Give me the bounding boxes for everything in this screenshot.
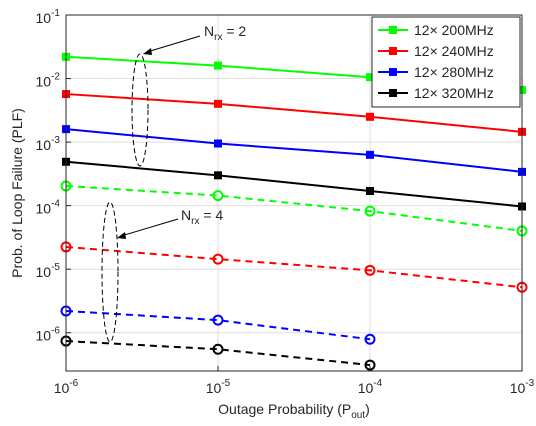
marker — [366, 73, 374, 82]
marker — [212, 314, 224, 326]
marker — [214, 139, 222, 148]
tick-label: 10-5 — [36, 262, 61, 280]
annotation-suffix: = 4 — [199, 207, 223, 223]
marker — [364, 205, 376, 217]
tick-exponent: -3 — [51, 135, 60, 146]
legend-marker — [389, 26, 397, 34]
marker — [214, 61, 222, 70]
x-label-subscript: out — [351, 410, 365, 421]
tick-exponent: -4 — [51, 199, 60, 210]
legend-label: 12× 280MHz — [414, 64, 494, 80]
tick-base: 10 — [36, 137, 52, 153]
marker — [366, 150, 374, 159]
tick-exponent: -2 — [51, 72, 60, 83]
legend-marker — [389, 68, 397, 76]
series-line — [65, 93, 523, 133]
annotation-subscript: rx — [214, 32, 222, 43]
lines — [60, 52, 528, 371]
x-label-text: Outage Probability (P — [218, 401, 351, 417]
arrow — [146, 35, 201, 53]
series-line — [65, 340, 371, 367]
arrow — [120, 218, 179, 237]
annotation: Nrx = 4 — [181, 207, 223, 227]
marker — [366, 112, 374, 121]
legend-marker — [389, 47, 397, 55]
tick-exponent: -4 — [373, 378, 382, 389]
y-axis-label: Prob. of Loop Failure (PLF) — [9, 108, 25, 278]
tick-exponent: -5 — [221, 378, 230, 389]
marker — [364, 333, 376, 345]
marker — [212, 343, 224, 355]
annotation-text: N — [204, 23, 214, 39]
tick-exponent: -5 — [51, 262, 60, 273]
ellipse — [131, 53, 149, 167]
arrowhead — [117, 232, 126, 239]
legend-label: 12× 320MHz — [414, 85, 494, 101]
annotation-subscript: rx — [191, 216, 199, 227]
tick-exponent: -1 — [51, 8, 60, 19]
marker — [212, 190, 224, 202]
tick-exponent: -6 — [69, 378, 78, 389]
annotation-text: N — [181, 207, 191, 223]
legend-label: 12× 240MHz — [414, 43, 494, 59]
axes-box — [65, 14, 523, 372]
annotation-suffix: = 2 — [222, 23, 246, 39]
marker — [364, 264, 376, 276]
x-axis-label: Outage Probability (Pout) — [218, 401, 370, 421]
tick-base: 10 — [358, 380, 374, 396]
tick-base: 10 — [36, 74, 52, 90]
series-line — [65, 245, 523, 289]
legend-label: 12× 200MHz — [414, 22, 494, 38]
tick-exponent: -3 — [525, 378, 534, 389]
tick-label: 10-3 — [510, 378, 535, 396]
tick-exponent: -6 — [51, 326, 60, 337]
tick-label: 10-5 — [206, 378, 231, 396]
legend: 12× 200MHz 12× 240MHz 12× 280MHz 12× 320MHz — [371, 16, 521, 108]
marker — [214, 171, 222, 180]
marker — [212, 253, 224, 265]
ellipse — [101, 201, 119, 343]
tick-base: 10 — [206, 380, 222, 396]
tick-base: 10 — [36, 10, 52, 26]
arrowhead — [143, 48, 152, 55]
tick-label: 10-4 — [358, 378, 383, 396]
legend-marker — [389, 89, 397, 97]
tick-base: 10 — [54, 380, 70, 396]
tick-base: 10 — [510, 380, 526, 396]
tick-label: 10-1 — [36, 8, 61, 26]
series-line — [65, 160, 523, 208]
x-label-suffix: ) — [365, 401, 370, 417]
marker — [366, 186, 374, 195]
tick-base: 10 — [36, 264, 52, 280]
series-line — [65, 128, 523, 173]
marker — [214, 99, 222, 108]
tick-label: 10-6 — [54, 378, 79, 396]
tick-base: 10 — [36, 328, 52, 344]
tick-label: 10-3 — [36, 135, 61, 153]
marker — [364, 359, 376, 371]
series-line — [65, 184, 523, 232]
tick-base: 10 — [36, 201, 52, 217]
annotation: Nrx = 2 — [204, 23, 246, 43]
tick-label: 10-4 — [36, 199, 61, 217]
tick-label: 10-2 — [36, 72, 61, 90]
tick-label: 10-6 — [36, 326, 61, 344]
